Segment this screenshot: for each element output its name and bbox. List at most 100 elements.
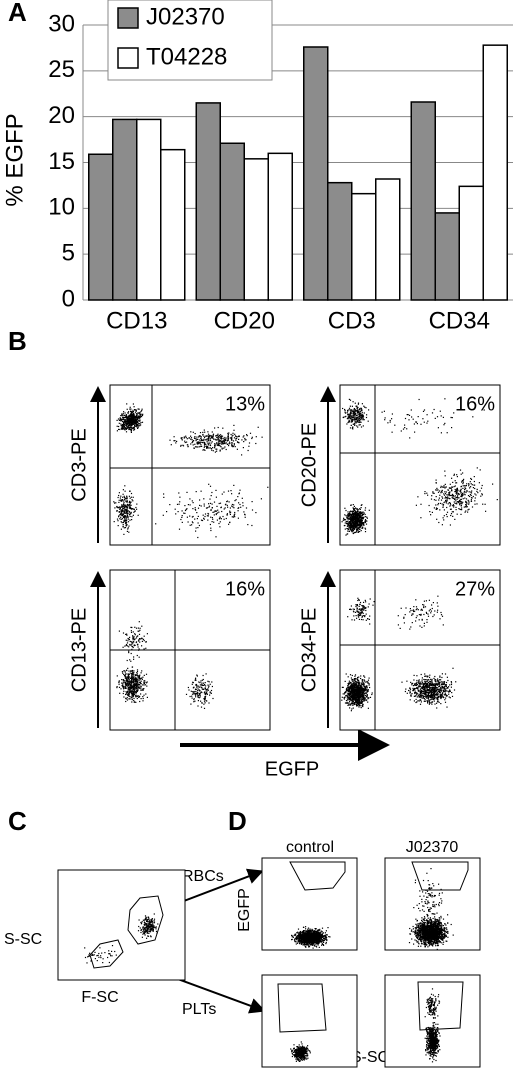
event-dot	[364, 699, 366, 701]
event-dot	[441, 683, 443, 685]
event-dot	[347, 704, 349, 706]
event-dot	[125, 687, 127, 689]
event-dot	[131, 424, 133, 426]
event-dot	[215, 510, 217, 512]
event-dot	[231, 445, 233, 447]
event-dot	[427, 702, 429, 704]
event-dot	[134, 411, 137, 413]
event-dot	[124, 670, 126, 672]
bar	[243, 158, 269, 301]
event-dot	[466, 490, 468, 492]
event-dot	[355, 518, 357, 520]
event-dot	[356, 688, 358, 690]
event-dot	[130, 687, 133, 689]
event-dot	[134, 638, 136, 640]
event-dot	[455, 492, 457, 494]
event-dot	[420, 691, 422, 693]
event-dot	[351, 520, 353, 522]
event-dot	[120, 516, 122, 518]
event-dot	[132, 686, 134, 688]
event-dot	[358, 599, 360, 601]
event-dot	[125, 677, 127, 679]
event-dot	[194, 694, 197, 696]
event-dot	[343, 698, 345, 700]
event-dot	[358, 686, 360, 688]
event-dot	[123, 501, 125, 503]
event-dot	[130, 511, 132, 514]
event-dot	[446, 687, 448, 689]
event-dot	[348, 515, 350, 518]
event-dot	[118, 425, 120, 428]
event-dot	[359, 684, 361, 686]
event-dot	[126, 679, 128, 682]
event-dot	[127, 426, 129, 428]
event-dot	[207, 447, 209, 449]
event-dot	[464, 488, 466, 491]
event-dot	[363, 682, 365, 684]
event-dot	[481, 494, 483, 496]
event-dot	[435, 687, 437, 689]
event-dot	[448, 691, 450, 693]
event-dot	[131, 669, 134, 672]
event-dot	[427, 685, 429, 687]
event-dot	[419, 699, 421, 701]
event-dot	[357, 403, 359, 405]
event-dot	[127, 527, 129, 529]
event-dot	[415, 687, 417, 689]
event-dot	[460, 495, 462, 497]
event-dot	[460, 498, 462, 500]
event-dot	[136, 685, 138, 687]
event-dot	[437, 504, 439, 506]
event-dot	[226, 501, 228, 503]
event-dot	[353, 412, 355, 414]
percent-label: 13%	[225, 393, 265, 415]
event-dot	[413, 700, 415, 702]
event-dot	[129, 500, 131, 502]
event-dot	[461, 503, 463, 505]
event-dot	[433, 698, 435, 700]
event-dot	[360, 426, 363, 428]
event-dot	[214, 510, 216, 512]
event-dot	[125, 427, 127, 429]
event-dot	[125, 683, 127, 685]
event-dot	[204, 443, 206, 445]
x-tick-label: CD20	[214, 307, 275, 334]
event-dot	[358, 690, 360, 692]
event-dot	[205, 443, 207, 445]
event-dot	[129, 680, 131, 682]
event-dot	[200, 437, 202, 440]
event-dot	[131, 686, 133, 688]
event-dot	[359, 705, 361, 707]
event-dot	[459, 500, 461, 502]
event-dot	[355, 508, 357, 510]
event-dot	[429, 696, 431, 698]
event-dot	[350, 414, 352, 416]
event-dot	[355, 684, 357, 687]
event-dot	[465, 485, 467, 487]
event-dot	[474, 503, 476, 505]
event-dot	[349, 701, 351, 703]
event-dot	[349, 704, 351, 706]
event-dot	[418, 683, 421, 685]
event-dot	[349, 682, 351, 684]
event-dot	[196, 446, 198, 448]
event-dot	[133, 670, 135, 672]
event-dot	[121, 518, 123, 520]
event-dot	[426, 689, 428, 691]
event-dot	[130, 676, 132, 678]
event-dot	[440, 679, 442, 681]
event-dot	[193, 440, 195, 442]
event-dot	[468, 502, 470, 504]
event-dot	[424, 691, 426, 693]
event-dot	[218, 444, 220, 446]
event-dot	[216, 436, 218, 439]
event-dot	[207, 435, 209, 437]
event-dot	[349, 691, 351, 693]
event-dot	[363, 412, 365, 414]
event-dot	[362, 705, 364, 707]
event-dot	[138, 680, 140, 682]
event-dot	[355, 688, 357, 690]
event-dot	[356, 523, 358, 525]
event-dot	[197, 690, 199, 692]
